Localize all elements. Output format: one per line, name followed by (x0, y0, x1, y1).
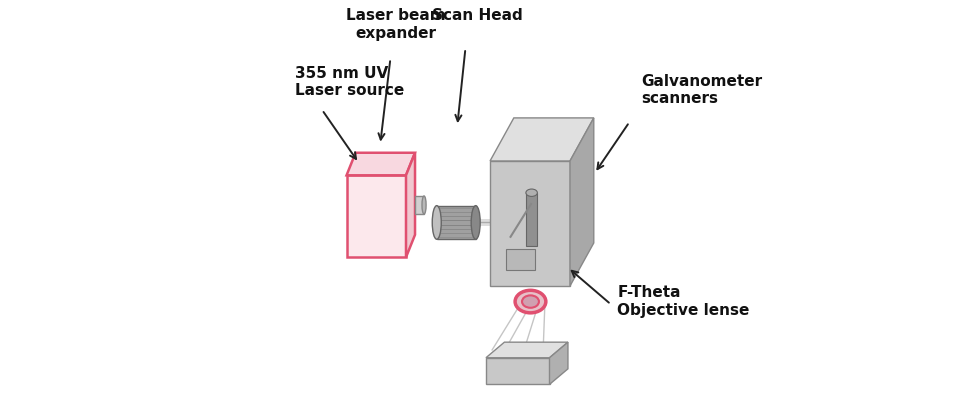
Text: Galvanometer
scanners: Galvanometer scanners (642, 74, 763, 106)
Ellipse shape (422, 196, 427, 214)
Text: F-Theta
Objective lense: F-Theta Objective lense (617, 284, 750, 317)
Bar (415, 197, 424, 214)
Bar (526, 193, 538, 246)
Polygon shape (346, 153, 415, 176)
Ellipse shape (522, 296, 539, 308)
Text: 355 nm UV
Laser source: 355 nm UV Laser source (296, 65, 404, 98)
Ellipse shape (471, 206, 480, 240)
Bar (436, 206, 475, 240)
Text: Scan Head: Scan Head (432, 8, 523, 23)
Polygon shape (570, 119, 593, 286)
Polygon shape (346, 176, 406, 258)
Polygon shape (490, 162, 570, 286)
Ellipse shape (432, 206, 441, 240)
Polygon shape (486, 342, 568, 358)
Ellipse shape (515, 290, 546, 313)
Polygon shape (490, 119, 593, 162)
Polygon shape (406, 153, 415, 258)
Text: Laser beam
expander: Laser beam expander (346, 8, 446, 40)
Polygon shape (549, 342, 568, 384)
Polygon shape (486, 358, 549, 384)
Bar (507, 249, 535, 270)
Ellipse shape (526, 189, 538, 197)
